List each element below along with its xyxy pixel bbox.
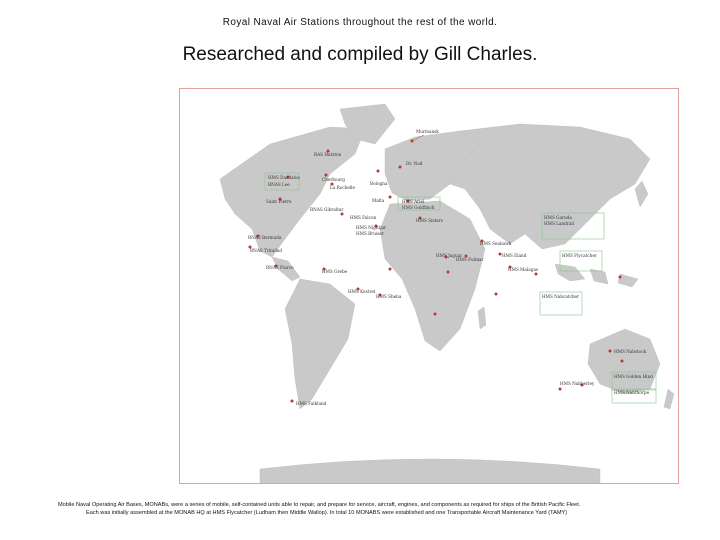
map-label: HMS Seahawk xyxy=(480,241,512,246)
land-madagascar xyxy=(477,306,487,330)
map-label: HMS Ariel xyxy=(402,199,425,204)
land-new-guinea xyxy=(617,273,639,288)
map-label: La Rochelle xyxy=(330,185,355,190)
land-antarctica xyxy=(259,458,601,483)
map-label: HMS Grebe xyxy=(322,269,348,274)
map-label: HMS Eland xyxy=(502,253,527,258)
map-label: HMS Bruiser xyxy=(356,231,384,236)
land-japan xyxy=(634,180,649,208)
map-label: HMS Falkland xyxy=(296,401,327,406)
footnote-line-2: Each was initially assembled at the MONA… xyxy=(86,510,568,516)
map-label: HMS Nabcatcher xyxy=(542,294,579,299)
world-map-graphic: Murmansk RAS Hatston HMS Daedalus RNAS L… xyxy=(219,103,675,483)
map-label: HMS Falcon xyxy=(350,215,376,220)
map-label: HMS Flycatcher xyxy=(562,253,597,258)
map-label: HMS Daedalus xyxy=(268,175,300,180)
group-box-ceylon xyxy=(559,250,603,272)
map-label: Malta xyxy=(372,198,385,203)
footnote-line-1: Mobile Naval Operating Air Bases, MONABs… xyxy=(58,502,581,508)
land-indonesia xyxy=(554,263,586,282)
footnote: Mobile Naval Operating Air Bases, MONABs… xyxy=(58,501,678,517)
land-asia xyxy=(449,123,651,250)
map-label: RAS Hatston xyxy=(314,152,342,157)
map-label: RNAS Lee xyxy=(268,182,290,187)
map-label: HMS Nabstock xyxy=(614,349,647,354)
world-map: Murmansk RAS Hatston HMS Daedalus RNAS L… xyxy=(179,88,679,484)
map-label: HMS Garuda xyxy=(544,215,572,220)
land-greenland xyxy=(339,103,396,145)
group-box-india xyxy=(541,212,605,240)
map-label: RNAS Gibraltar xyxy=(310,207,343,212)
map-label: HMS Nightjar xyxy=(356,225,386,230)
map-label: HMS Malagas xyxy=(508,267,538,272)
land-south-america xyxy=(284,278,356,410)
map-label: HMS Fulmar xyxy=(456,257,484,262)
group-box-med xyxy=(397,196,441,211)
map-label: HMS Sheba xyxy=(376,294,402,299)
group-box-singapore xyxy=(539,291,583,316)
map-label: Dr. Nod xyxy=(406,161,423,166)
land-africa xyxy=(379,200,486,352)
map-label: HMS Kestrel xyxy=(348,289,376,294)
group-box-nz xyxy=(611,388,657,404)
group-box-australia xyxy=(611,371,657,391)
map-label: HMS Nabberley xyxy=(560,381,595,386)
map-label: HMS Nabthorpe xyxy=(614,390,650,395)
map-label: Saint Pierre xyxy=(266,199,292,204)
map-label: RNAS Bermuda xyxy=(248,235,282,240)
map-label: HMS Goldfinch xyxy=(402,205,435,210)
land-australia xyxy=(587,328,661,395)
map-label: HMS Sisters xyxy=(416,218,443,223)
page-title: Researched and compiled by Gill Charles. xyxy=(182,44,538,65)
slide-caption: Royal Naval Air Stations throughout the … xyxy=(222,17,498,28)
map-label: Murmansk xyxy=(416,129,439,134)
map-label: HMS Jaguar xyxy=(436,253,462,258)
group-box-uk xyxy=(264,172,300,191)
land-new-zealand xyxy=(663,388,675,410)
land-north-america xyxy=(219,126,366,258)
map-label: HMS Landrail xyxy=(544,221,575,226)
map-label: RNAS Trinidad xyxy=(250,248,282,253)
map-label: HMS Golden Hind xyxy=(614,374,653,379)
map-label: Cherbourg xyxy=(322,177,345,182)
map-label: RNAS Piarco xyxy=(266,265,294,270)
map-label: Bologna xyxy=(370,181,388,186)
